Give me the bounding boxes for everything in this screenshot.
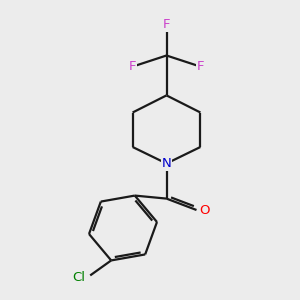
Text: F: F: [163, 17, 170, 31]
Text: F: F: [197, 60, 204, 73]
Text: O: O: [199, 203, 209, 217]
Text: Cl: Cl: [72, 271, 85, 284]
Text: N: N: [162, 157, 171, 170]
Text: F: F: [129, 60, 136, 73]
